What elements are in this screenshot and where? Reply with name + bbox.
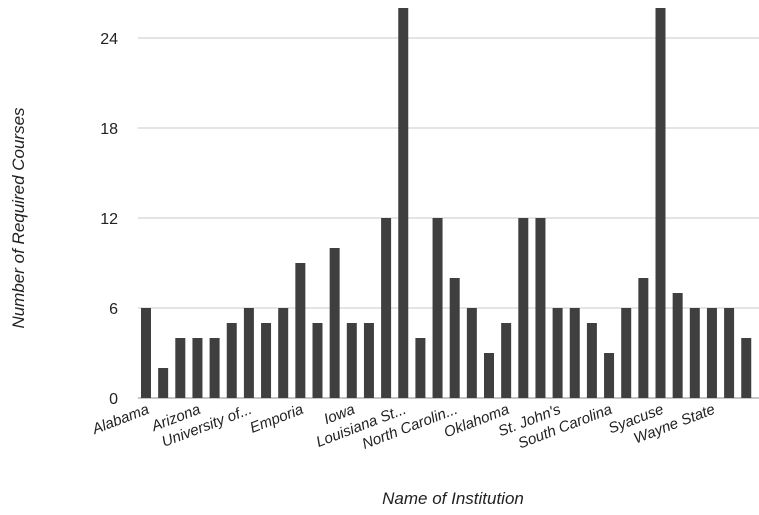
bar	[586, 323, 597, 398]
bar	[295, 263, 306, 398]
x-tick-label: Emporia	[248, 401, 306, 437]
bar	[518, 218, 529, 398]
y-tick-label: 12	[100, 211, 118, 228]
bar	[569, 308, 580, 398]
bar	[655, 8, 666, 398]
bar	[175, 338, 186, 398]
bar	[432, 218, 443, 398]
y-tick-label: 0	[109, 391, 118, 408]
bar	[398, 8, 409, 398]
bar	[192, 338, 203, 398]
bar	[278, 308, 289, 398]
y-tick-labels: 0 6 12 18 24	[100, 31, 118, 408]
x-axis-title: Name of Institution	[382, 489, 524, 508]
y-tick-label: 24	[100, 31, 118, 48]
bar	[243, 308, 254, 398]
y-tick-label: 6	[109, 301, 118, 318]
bar	[484, 353, 494, 398]
bar-layer	[141, 8, 752, 398]
bar	[621, 308, 632, 398]
bar	[689, 308, 700, 398]
x-tick-label: Alabama	[89, 401, 151, 438]
bar	[226, 323, 237, 398]
bar	[329, 248, 340, 398]
bar	[449, 278, 460, 398]
bar	[535, 218, 546, 398]
bar	[466, 308, 477, 398]
bar	[346, 323, 357, 398]
bar	[261, 323, 272, 398]
bar	[158, 368, 169, 398]
bar	[741, 338, 752, 398]
y-axis-title: Number of Required Courses	[9, 107, 28, 329]
y-tick-label: 18	[100, 121, 118, 138]
bar	[638, 278, 649, 398]
bar	[724, 308, 735, 398]
bar	[209, 338, 220, 398]
bar	[381, 218, 392, 398]
bar	[312, 323, 323, 398]
bar	[363, 323, 374, 398]
bar	[141, 308, 151, 398]
bar	[415, 338, 426, 398]
bar	[672, 293, 683, 398]
bar	[604, 353, 615, 398]
bar	[706, 308, 717, 398]
bar	[552, 308, 563, 398]
bar	[501, 323, 512, 398]
